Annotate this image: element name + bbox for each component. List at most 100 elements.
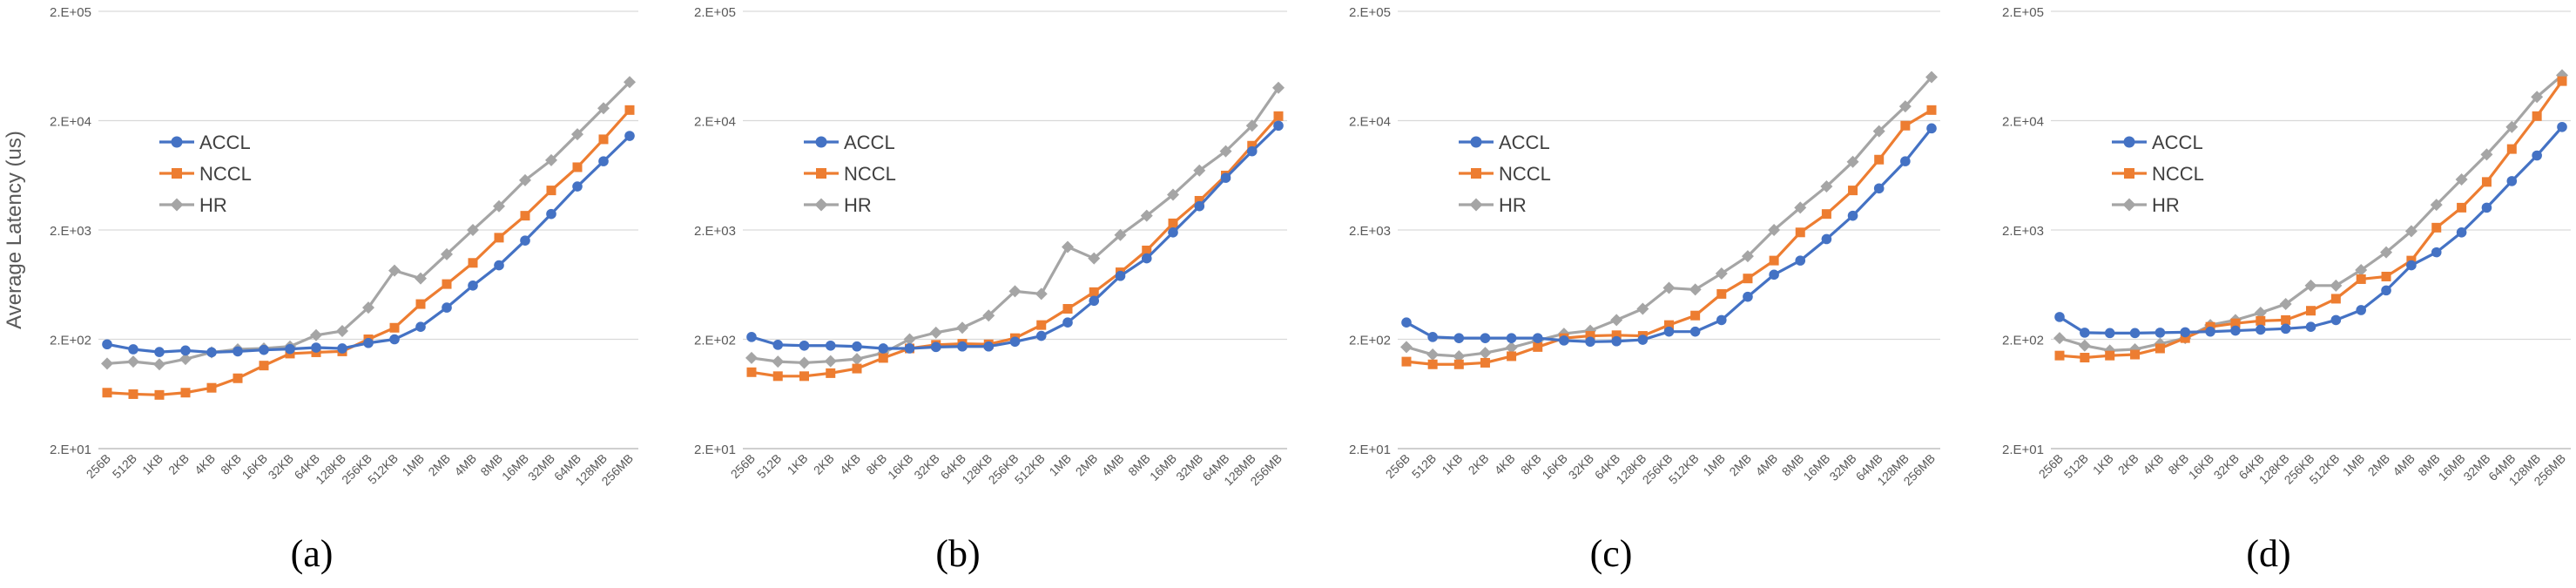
point-accl	[983, 341, 995, 352]
x-tick-label: 512KB	[365, 451, 401, 487]
x-tick-label: 32KB	[2211, 451, 2242, 483]
point-nccl	[1585, 331, 1595, 341]
point-nccl	[826, 368, 836, 378]
legend-label-hr: HR	[2152, 194, 2180, 216]
point-nccl	[1533, 341, 1543, 352]
point-nccl	[1611, 330, 1622, 341]
point-nccl	[1247, 140, 1258, 151]
point-hr	[1872, 125, 1885, 138]
point-nccl	[1168, 218, 1178, 228]
x-tick-label: 2KB	[2115, 451, 2141, 477]
point-hr	[1245, 119, 1258, 132]
series-line-accl	[751, 125, 1280, 350]
point-accl	[2356, 305, 2366, 315]
point-accl	[2104, 328, 2115, 339]
point-nccl	[442, 279, 452, 289]
point-hr	[467, 224, 479, 236]
point-nccl	[1142, 245, 1152, 255]
point-accl	[468, 280, 478, 291]
point-nccl	[128, 389, 138, 399]
point-accl	[1246, 145, 1258, 157]
point-hr	[545, 153, 557, 166]
point-nccl	[1036, 320, 1047, 330]
point-accl	[746, 332, 757, 342]
x-tick-label: 1KB	[2090, 451, 2116, 477]
point-nccl	[1480, 357, 1490, 368]
y-tick-label: 2.E+02	[1349, 334, 1391, 348]
point-accl	[2456, 226, 2467, 238]
point-nccl	[1874, 154, 1885, 165]
point-accl	[1821, 233, 1832, 245]
x-tick-label: 512KB	[1012, 451, 1048, 487]
point-accl	[1506, 333, 1517, 343]
point-accl	[2256, 324, 2266, 335]
point-nccl	[598, 134, 609, 145]
x-tick-label: 512B	[110, 451, 139, 481]
point-hr	[1219, 145, 1232, 158]
point-nccl	[1427, 359, 1438, 369]
series-line-hr	[751, 86, 1280, 365]
point-hr	[1035, 287, 1048, 301]
point-hr	[1794, 201, 1807, 214]
point-accl	[1873, 183, 1885, 194]
point-hr	[2304, 279, 2317, 292]
point-hr	[1636, 302, 1649, 315]
point-nccl	[1795, 227, 1805, 238]
legend-label-accl: ACCL	[199, 132, 251, 153]
point-hr	[2078, 339, 2091, 352]
point-accl	[1847, 210, 1858, 221]
point-accl	[1769, 269, 1779, 280]
point-accl	[1926, 123, 1937, 134]
legend-marker-nccl	[2124, 168, 2134, 179]
x-tick-label: 1MB	[399, 451, 427, 479]
x-tick-label: 16MB	[1147, 451, 1179, 483]
legend-label-accl: ACCL	[2152, 132, 2203, 153]
point-accl	[2532, 150, 2542, 161]
point-accl	[389, 334, 400, 345]
point-nccl	[2457, 202, 2467, 213]
point-nccl	[154, 389, 165, 400]
legend-label-hr: HR	[844, 194, 872, 216]
y-tick-label: 2.E+01	[50, 443, 91, 457]
point-hr	[1062, 240, 1074, 253]
point-accl	[1427, 332, 1438, 342]
point-hr	[2053, 332, 2066, 345]
point-accl	[442, 302, 452, 313]
point-nccl	[2054, 350, 2065, 361]
point-hr	[1167, 188, 1179, 201]
point-accl	[1089, 295, 1100, 307]
point-accl	[2481, 202, 2492, 213]
point-accl	[415, 321, 426, 333]
point-nccl	[2080, 353, 2090, 363]
x-tick-label: 16MB	[1800, 451, 1832, 483]
point-hr	[1820, 180, 1833, 193]
subplot-label: (b)	[935, 532, 980, 575]
x-tick-label: 4KB	[837, 451, 863, 477]
point-accl	[1009, 336, 1021, 348]
point-accl	[520, 235, 530, 246]
point-accl	[494, 260, 504, 271]
point-hr	[571, 128, 583, 141]
point-nccl	[1273, 111, 1284, 121]
point-hr	[310, 328, 322, 341]
point-hr	[1715, 267, 1728, 280]
point-hr	[1610, 314, 1623, 327]
legend-label-accl: ACCL	[844, 132, 895, 153]
point-hr	[1272, 81, 1285, 94]
point-nccl	[1194, 195, 1204, 206]
point-nccl	[233, 373, 243, 383]
x-tick-label: 4KB	[1492, 451, 1518, 477]
point-nccl	[2431, 222, 2442, 233]
point-nccl	[2381, 271, 2391, 281]
y-tick-label: 2.E+01	[1349, 443, 1391, 457]
y-axis-title: Average Latency (us)	[3, 131, 26, 329]
point-accl	[1637, 335, 1649, 345]
series-line-nccl	[2059, 80, 2564, 360]
y-tick-label: 2.E+02	[2002, 334, 2044, 348]
x-tick-label: 4MB	[451, 451, 479, 479]
point-accl	[206, 347, 217, 358]
point-hr	[2455, 172, 2468, 186]
legend-marker-hr	[814, 198, 828, 212]
point-accl	[598, 156, 609, 166]
point-hr	[179, 353, 192, 366]
